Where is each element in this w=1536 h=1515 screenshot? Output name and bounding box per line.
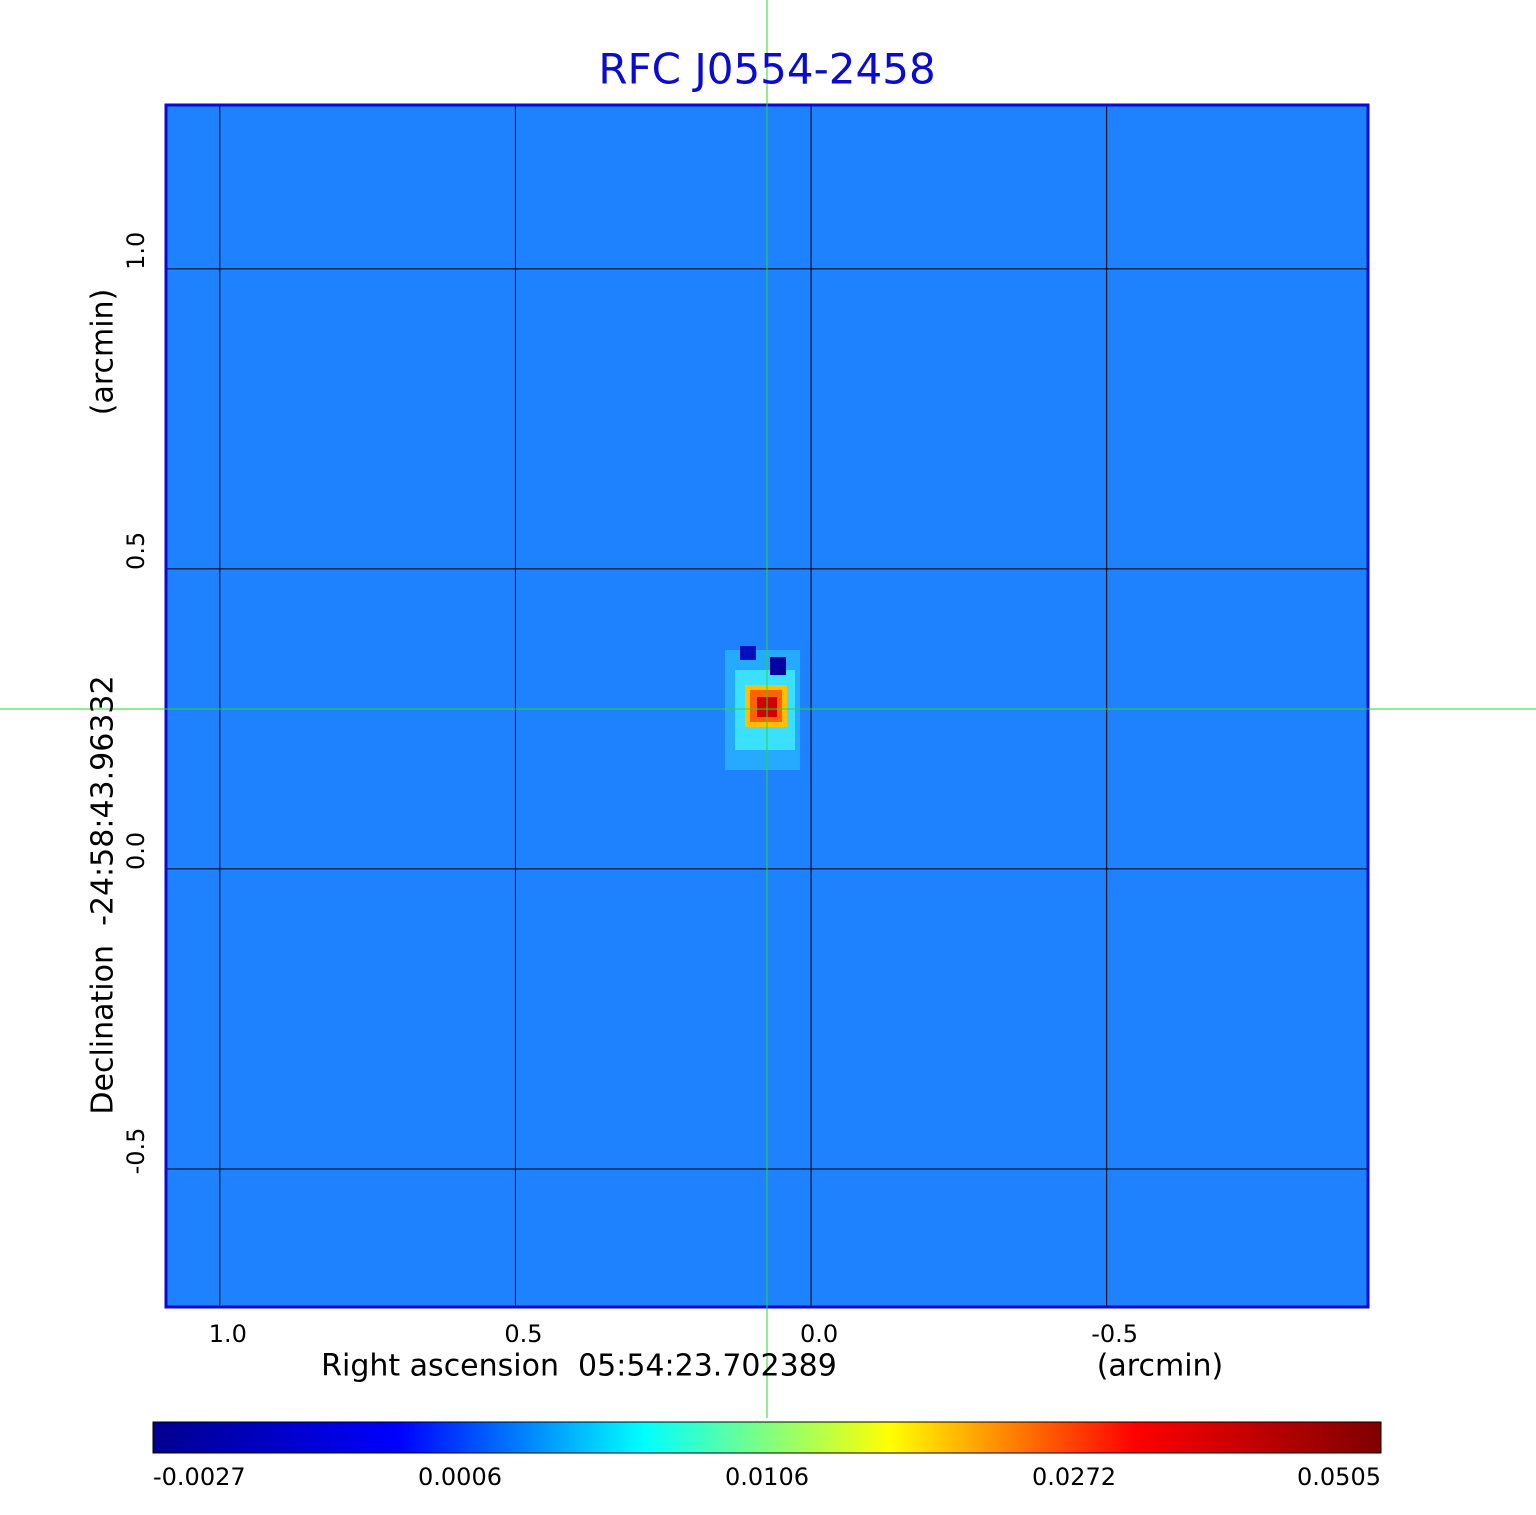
chart-title: RFC J0554-2458 xyxy=(598,45,935,94)
x-tick-label: 0.5 xyxy=(504,1320,542,1348)
source xyxy=(725,646,800,770)
x-axis-label: Right ascension 05:54:23.702389 xyxy=(321,1349,837,1384)
y-axis-label: Declination -24:58:43.96332 xyxy=(86,675,121,1114)
colorbar-tick-label: 0.0106 xyxy=(725,1463,809,1491)
x-tick-label: -0.5 xyxy=(1091,1320,1138,1348)
colorbar-tick-label: -0.0027 xyxy=(153,1463,246,1491)
x-tick-label: 1.0 xyxy=(209,1320,247,1348)
colorbar xyxy=(152,1421,1382,1454)
colorbar-tick-label: 0.0505 xyxy=(1297,1463,1381,1491)
x-tick-label: 0.0 xyxy=(800,1320,838,1348)
y-tick-label: -0.5 xyxy=(122,1128,150,1175)
y-axis-unit: (arcmin) xyxy=(86,289,121,416)
colorbar-tick-label: 0.0006 xyxy=(418,1463,502,1491)
y-tick-label: 0.5 xyxy=(122,532,150,570)
y-tick-label: 1.0 xyxy=(122,232,150,270)
y-tick-label: 0.0 xyxy=(122,832,150,870)
colorbar-tick-label: 0.0272 xyxy=(1032,1463,1116,1491)
x-axis-unit: (arcmin) xyxy=(1097,1349,1224,1384)
